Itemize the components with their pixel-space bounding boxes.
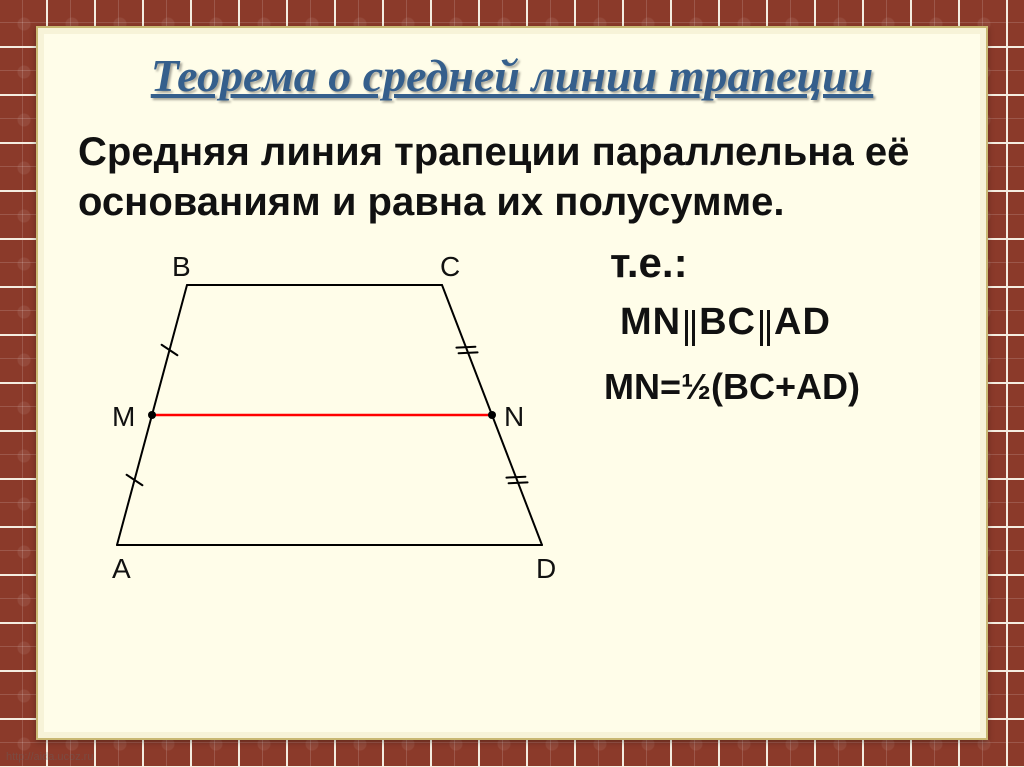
lower-row: ABCDMN т.е.: MNBCAD MN=½(BC+AD) xyxy=(72,245,952,585)
trapezoid-diagram: A B C D M N xyxy=(72,245,592,585)
vertex-label-B: B xyxy=(172,251,191,283)
watermark: http://aida.ucoz.ru xyxy=(6,751,93,763)
vertex-label-D: D xyxy=(536,553,556,585)
slide-content: Теорема о средней линии трапеции Средняя… xyxy=(36,26,988,740)
seg-mn: MN xyxy=(620,301,681,343)
formula-equation: MN=½(BC+AD) xyxy=(604,366,952,408)
slide-frame: Теорема о средней линии трапеции Средняя… xyxy=(0,0,1024,767)
formula-block: т.е.: MNBCAD MN=½(BC+AD) xyxy=(592,245,952,408)
vertex-label-A: A xyxy=(112,553,131,585)
formula-ie: т.е.: xyxy=(610,239,952,287)
seg-ad: AD xyxy=(774,301,831,343)
seg-bc: BC xyxy=(699,301,756,343)
slide-title: Теорема о средней линии трапеции xyxy=(72,50,952,103)
vertex-label-N: N xyxy=(504,401,524,433)
vertex-label-M: M xyxy=(112,401,135,433)
theorem-statement: Средняя линия трапеции параллельна её ос… xyxy=(78,127,952,227)
vertex-label-C: C xyxy=(440,251,460,283)
formula-parallel: MN BC AD xyxy=(620,301,952,344)
